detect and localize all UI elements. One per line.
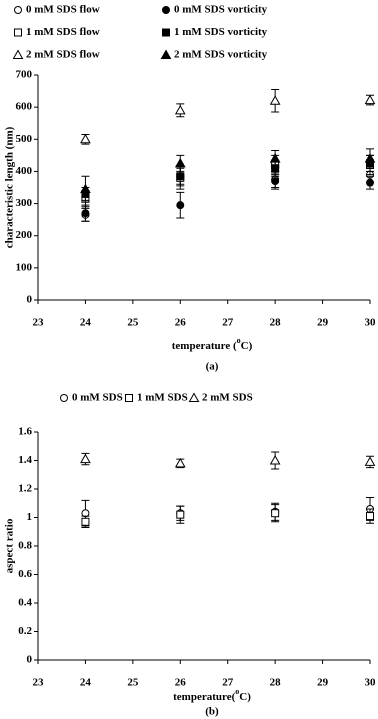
legend-label: 1 mM SDS flow — [26, 26, 100, 38]
x-axis-title-part: C) — [241, 340, 253, 352]
marker — [271, 509, 280, 518]
marker — [269, 95, 281, 105]
legend-label: 0 mM SDS vorticity — [174, 4, 268, 16]
x-axis-title-part: o — [235, 687, 239, 696]
y-tick-label: 1 — [27, 511, 33, 523]
y-tick-label: 0.6 — [18, 568, 32, 580]
x-tick-label: 26 — [175, 677, 187, 689]
y-tick-label: 1.2 — [18, 483, 32, 495]
legend-label: 0 mM SDS flow — [26, 4, 100, 16]
y-tick-label: 100 — [16, 261, 33, 273]
y-tick-label: 400 — [16, 165, 33, 177]
x-tick-label: 24 — [80, 317, 92, 329]
x-axis-title-part: o — [237, 336, 241, 345]
y-tick-label: 0 — [27, 654, 33, 666]
x-tick-label: 23 — [33, 677, 45, 689]
legend-marker — [125, 394, 133, 402]
x-tick-label: 28 — [270, 317, 282, 329]
axes — [37, 432, 370, 661]
y-tick-label: 0.2 — [18, 625, 32, 637]
x-axis-title-part: temperature ( — [172, 340, 237, 352]
y-tick-label: 600 — [16, 101, 33, 113]
x-axis-title-part: C) — [239, 691, 251, 703]
marker — [174, 104, 186, 115]
legend-label: 0 mM SDS — [72, 392, 123, 404]
y-tick-label: 500 — [16, 133, 33, 145]
caption: (b) — [205, 706, 219, 718]
y-tick-label: 1.6 — [18, 426, 32, 438]
marker — [174, 457, 186, 468]
marker — [366, 178, 374, 187]
legend-marker — [162, 6, 170, 14]
y-tick-label: 700 — [16, 69, 33, 81]
x-tick-label: 25 — [127, 677, 139, 689]
marker — [176, 172, 185, 181]
x-tick-label: 30 — [365, 677, 377, 689]
y-tick-label: 0.8 — [18, 540, 32, 552]
legend-label: 1 mM SDS vorticity — [174, 26, 268, 38]
x-axis-title: temperature (oC) — [172, 336, 253, 351]
x-tick-label: 26 — [175, 317, 187, 329]
marker — [176, 510, 185, 519]
marker — [271, 177, 280, 186]
marker — [269, 454, 281, 465]
marker — [176, 201, 185, 210]
y-axis-title: characteristic length (nm) — [4, 126, 16, 248]
marker — [364, 153, 376, 163]
x-axis-title: temperature(oC) — [173, 687, 251, 702]
marker — [80, 453, 91, 464]
x-tick-label: 27 — [222, 677, 234, 689]
x-tick-label: 30 — [365, 317, 377, 329]
legend-marker — [14, 28, 22, 37]
legend-marker — [162, 28, 170, 37]
x-tick-label: 28 — [270, 677, 282, 689]
legend-label: 2 mM SDS vorticity — [174, 49, 268, 61]
legend-marker — [12, 49, 24, 59]
legend-label: 2 mM SDS — [202, 392, 253, 404]
legend-marker — [14, 6, 22, 14]
x-tick-label: 27 — [222, 317, 234, 329]
marker — [81, 209, 90, 218]
caption: (a) — [206, 361, 219, 373]
legend-label: 2 mM SDS flow — [26, 49, 100, 61]
y-axis-title: aspect ratio — [4, 518, 16, 573]
x-tick-label: 29 — [317, 677, 329, 689]
y-tick-label: 0.4 — [18, 597, 32, 609]
legend-label: 1 mM SDS — [137, 392, 188, 404]
legend-marker — [188, 392, 200, 402]
x-tick-label: 25 — [127, 317, 139, 329]
marker — [269, 153, 281, 163]
marker — [81, 517, 90, 526]
marker — [174, 157, 186, 168]
x-axis-title-part: temperature( — [173, 691, 235, 703]
x-tick-label: 24 — [80, 677, 92, 689]
y-tick-label: 200 — [16, 229, 33, 241]
x-tick-label: 23 — [33, 317, 45, 329]
y-tick-label: 0 — [27, 294, 33, 306]
marker — [80, 183, 91, 194]
y-tick-label: 1.4 — [18, 454, 32, 466]
legend-marker — [60, 394, 68, 402]
y-tick-label: 300 — [16, 197, 33, 209]
marker — [80, 133, 91, 144]
marker — [364, 456, 376, 466]
marker — [366, 512, 374, 521]
marker — [364, 94, 376, 105]
legend-marker — [160, 49, 172, 59]
x-tick-label: 29 — [317, 317, 329, 329]
